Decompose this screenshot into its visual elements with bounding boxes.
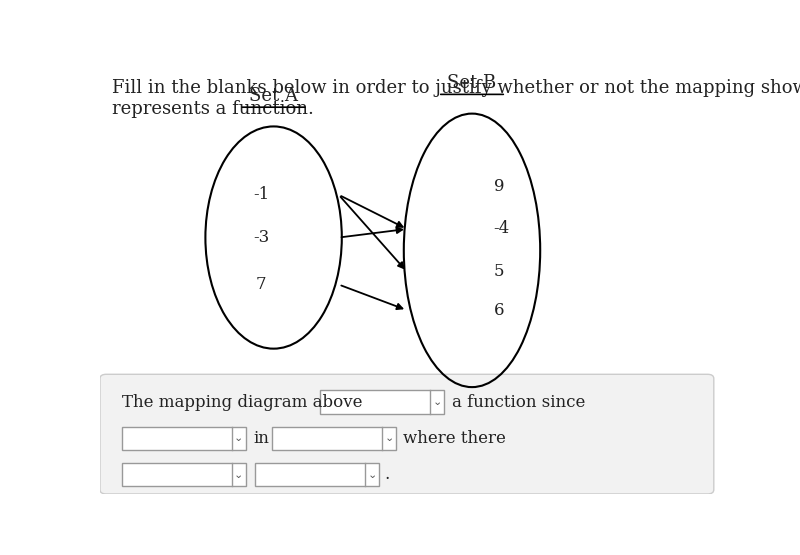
Text: 7: 7 bbox=[256, 276, 266, 293]
Text: ⌄: ⌄ bbox=[367, 470, 377, 480]
Text: where there: where there bbox=[403, 430, 506, 447]
Text: 6: 6 bbox=[494, 302, 504, 319]
Text: in: in bbox=[253, 430, 269, 447]
Text: Fill in the blanks below in order to justify whether or not the mapping shown
re: Fill in the blanks below in order to jus… bbox=[112, 79, 800, 118]
Text: ⌄: ⌄ bbox=[234, 470, 243, 480]
Text: -4: -4 bbox=[494, 220, 510, 238]
Text: ⌄: ⌄ bbox=[234, 433, 243, 443]
FancyBboxPatch shape bbox=[122, 463, 246, 487]
Text: Set A: Set A bbox=[249, 87, 298, 105]
Text: ⌄: ⌄ bbox=[384, 433, 394, 443]
FancyBboxPatch shape bbox=[255, 463, 379, 487]
Text: .: . bbox=[384, 466, 390, 483]
Text: ⌄: ⌄ bbox=[433, 397, 442, 407]
Text: The mapping diagram above: The mapping diagram above bbox=[122, 393, 362, 411]
Text: -1: -1 bbox=[253, 186, 270, 203]
Text: a function since: a function since bbox=[451, 393, 585, 411]
Text: -3: -3 bbox=[253, 229, 270, 246]
FancyBboxPatch shape bbox=[100, 374, 714, 494]
Text: 5: 5 bbox=[494, 263, 504, 280]
Text: Set B: Set B bbox=[447, 74, 497, 92]
FancyBboxPatch shape bbox=[122, 427, 246, 450]
FancyBboxPatch shape bbox=[320, 390, 444, 414]
Text: 9: 9 bbox=[494, 178, 504, 195]
FancyBboxPatch shape bbox=[272, 427, 396, 450]
